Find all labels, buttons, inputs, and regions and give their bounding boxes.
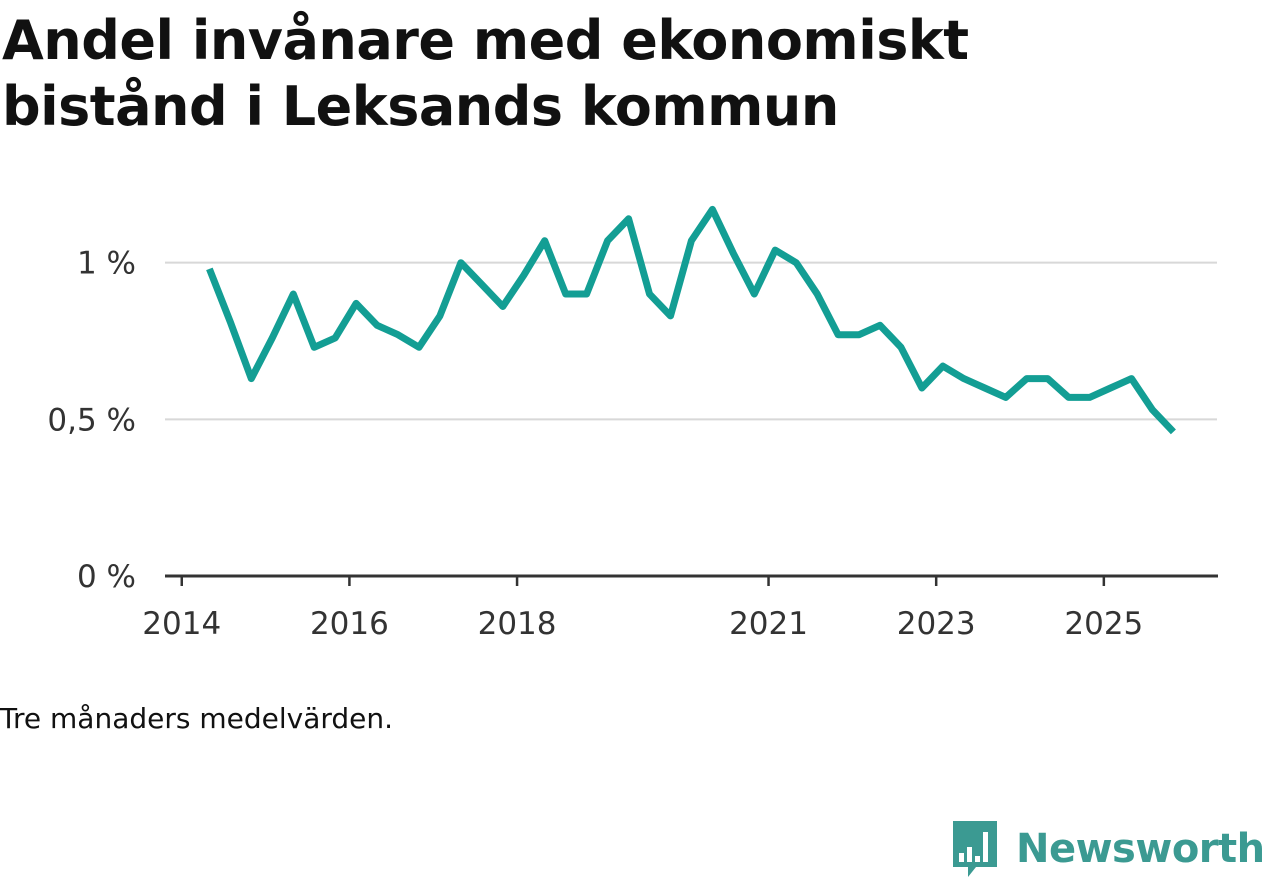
logo-text: Newsworthy bbox=[1016, 826, 1262, 872]
bar-chart-speech-bubble-icon bbox=[950, 818, 1000, 880]
x-axis bbox=[165, 576, 1218, 586]
x-tick-label: 2014 bbox=[142, 606, 221, 642]
x-axis-labels: 2014 2016 2018 2021 2023 2025 bbox=[142, 606, 1143, 642]
x-tick-label: 2016 bbox=[310, 606, 389, 642]
x-tick-label: 2025 bbox=[1064, 606, 1143, 642]
x-tick-label: 2023 bbox=[897, 606, 976, 642]
y-axis-labels: 0 % 0,5 % 1 % bbox=[47, 246, 136, 595]
x-tick-label: 2018 bbox=[478, 606, 557, 642]
x-tick-label: 2021 bbox=[729, 606, 808, 642]
series bbox=[209, 209, 1173, 432]
newsworthy-logo: Newsworthy bbox=[950, 818, 1262, 880]
chart-title: Andel invånare med ekonomiskt bistånd i … bbox=[2, 8, 1202, 140]
series-line bbox=[209, 209, 1173, 432]
chart-caption: Tre månaders medelvärden. bbox=[0, 702, 393, 735]
y-tick-label: 0 % bbox=[77, 559, 136, 595]
y-tick-label: 1 % bbox=[77, 246, 136, 282]
y-tick-label: 0,5 % bbox=[47, 402, 136, 438]
line-chart: 0 % 0,5 % 1 % 2014 2016 2018 2021 2023 2025 bbox=[0, 180, 1262, 660]
